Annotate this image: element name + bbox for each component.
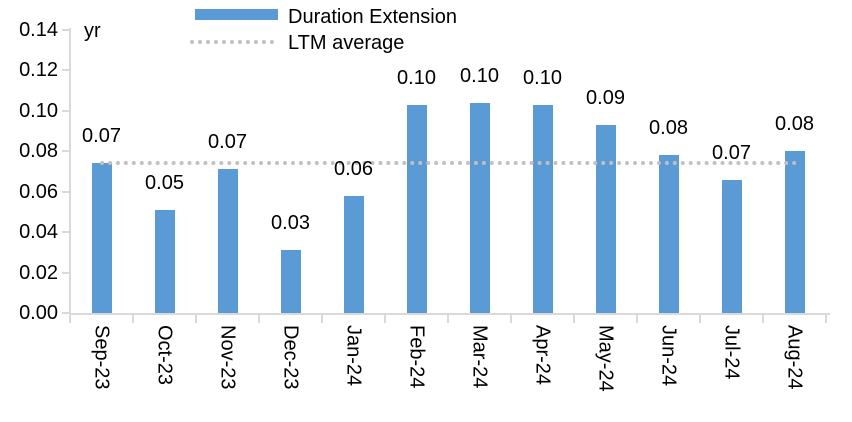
y-axis-tick-label: 0.00 xyxy=(19,302,58,324)
x-axis-category-label-aug-24: Aug-24 xyxy=(783,325,806,390)
x-axis-tick xyxy=(321,315,323,323)
y-axis-tick xyxy=(62,109,70,112)
x-axis-category-label-mar-24: Mar-24 xyxy=(468,325,491,389)
y-axis-line xyxy=(69,28,71,321)
x-axis-tick xyxy=(699,315,701,323)
y-axis-tick-label: 0.10 xyxy=(19,99,58,122)
y-axis-tick-label: 0.04 xyxy=(19,221,58,244)
bar-value-label-dec-23: 0.03 xyxy=(271,212,310,234)
y-axis-tick xyxy=(62,29,70,31)
bar-value-label-aug-24: 0.08 xyxy=(775,113,814,135)
bar-value-label-jun-24: 0.08 xyxy=(649,117,688,139)
y-axis-tick xyxy=(62,312,70,314)
bar-apr-24 xyxy=(532,105,553,313)
ltm-average-line xyxy=(99,161,797,166)
y-axis-tick-label: 0.06 xyxy=(19,180,58,203)
x-axis-tick xyxy=(132,315,134,323)
bar-value-label-apr-24: 0.10 xyxy=(523,67,562,89)
x-axis-category-label-jul-24: Jul-24 xyxy=(720,325,743,380)
x-axis-category-label-dec-23: Dec-23 xyxy=(279,325,302,390)
x-axis-category-label-nov-23: Nov-23 xyxy=(216,325,239,390)
x-axis-category-label-apr-24: Apr-24 xyxy=(531,325,554,386)
x-axis-tick xyxy=(69,315,71,323)
x-axis-tick xyxy=(447,315,449,323)
x-axis-tick xyxy=(825,315,827,323)
x-axis-line xyxy=(69,313,830,315)
bar-value-label-jan-24: 0.06 xyxy=(334,158,373,180)
y-axis-tick-label: 0.12 xyxy=(19,59,58,82)
x-axis-category-label-feb-24: Feb-24 xyxy=(405,325,428,389)
x-axis-category-label-oct-23: Oct-23 xyxy=(153,325,176,386)
bar-mar-24 xyxy=(469,103,490,313)
legend-bar-swatch xyxy=(195,9,278,20)
bar-value-label-nov-23: 0.07 xyxy=(208,131,247,153)
bar-dec-23 xyxy=(280,250,301,313)
x-axis-category-label-jan-24: Jan-24 xyxy=(342,325,365,387)
bar-jan-24 xyxy=(343,196,364,313)
x-axis-tick xyxy=(510,315,512,323)
y-axis-unit-label: yr xyxy=(84,20,101,42)
bar-sep-23 xyxy=(91,163,112,313)
x-axis-tick xyxy=(573,315,575,323)
legend: Duration Extension LTM average xyxy=(0,0,852,58)
y-axis-tick xyxy=(62,271,70,274)
legend-label-ltm-average: LTM average xyxy=(288,32,405,54)
x-axis-category-label-sep-23: Sep-23 xyxy=(90,325,113,390)
x-axis-tick xyxy=(636,315,638,323)
y-axis-tick xyxy=(62,150,70,153)
x-axis-tick xyxy=(384,315,386,323)
legend-label-duration-extension: Duration Extension xyxy=(288,6,457,28)
bar-value-label-oct-23: 0.05 xyxy=(145,172,184,194)
legend-dotted-line-swatch xyxy=(190,40,274,44)
y-axis-tick-label: 0.08 xyxy=(19,140,58,163)
bar-value-label-mar-24: 0.10 xyxy=(460,65,499,87)
bar-aug-24 xyxy=(784,151,805,313)
bar-value-label-feb-24: 0.10 xyxy=(397,67,436,89)
x-axis-category-label-may-24: May-24 xyxy=(594,325,617,392)
bar-may-24 xyxy=(595,125,616,313)
y-axis-tick xyxy=(62,231,70,234)
y-axis-tick xyxy=(62,190,70,193)
bar-value-label-jul-24: 0.07 xyxy=(712,142,751,164)
bar-value-label-sep-23: 0.07 xyxy=(82,125,121,147)
x-axis-category-label-jun-24: Jun-24 xyxy=(657,325,680,387)
x-axis-tick xyxy=(762,315,764,323)
y-axis-tick-label: 0.14 xyxy=(19,19,58,41)
bar-feb-24 xyxy=(406,105,427,313)
bar-jul-24 xyxy=(721,180,742,313)
y-axis-tick xyxy=(62,69,70,72)
bar-jun-24 xyxy=(658,155,679,313)
y-axis-tick-label: 0.02 xyxy=(19,261,58,284)
bar-oct-23 xyxy=(154,210,175,313)
x-axis-tick xyxy=(195,315,197,323)
x-axis-tick xyxy=(258,315,260,323)
bar-value-label-may-24: 0.09 xyxy=(586,87,625,109)
bar-nov-23 xyxy=(217,169,238,313)
